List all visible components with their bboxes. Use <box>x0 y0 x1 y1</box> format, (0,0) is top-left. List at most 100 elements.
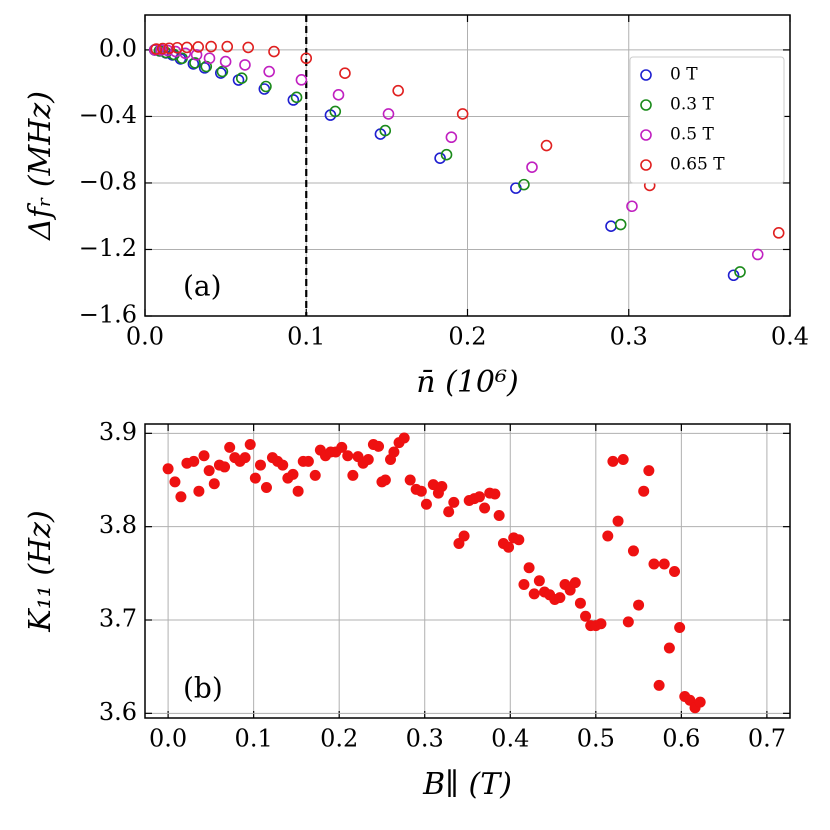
data-point <box>420 498 432 510</box>
data-point <box>302 455 314 467</box>
data-point <box>224 441 236 453</box>
data-point <box>445 131 458 144</box>
data-point <box>339 67 351 80</box>
data-point <box>198 450 210 462</box>
data-point <box>208 478 220 490</box>
data-point <box>342 450 354 462</box>
data-point <box>242 41 254 54</box>
data-point <box>607 455 619 467</box>
data-point <box>518 178 530 191</box>
data-point <box>622 616 634 628</box>
data-point <box>179 47 192 60</box>
data-point <box>260 481 272 493</box>
x-tick-label: 0.4 <box>771 323 809 351</box>
data-point <box>440 148 453 161</box>
data-point <box>235 72 248 84</box>
data-point <box>287 94 300 106</box>
y-tick-label: −0.8 <box>79 167 137 195</box>
data-point <box>643 465 655 477</box>
data-point <box>602 530 614 542</box>
data-point <box>503 541 515 553</box>
y-tick-label: 3.7 <box>99 605 137 633</box>
y-axis-label: K₁₁ (Hz) <box>23 510 58 632</box>
data-point <box>219 55 232 68</box>
x-tick-label: 0.2 <box>320 725 358 753</box>
y-tick-label: 3.8 <box>99 511 137 539</box>
data-point <box>734 266 746 278</box>
data-point <box>580 610 592 622</box>
data-point <box>203 465 215 477</box>
data-point <box>292 485 304 497</box>
data-point <box>162 463 174 475</box>
data-point <box>415 485 427 497</box>
data-point <box>249 472 261 484</box>
y-tick-label: −1.2 <box>79 234 137 262</box>
data-point <box>489 488 501 500</box>
data-point <box>653 679 665 691</box>
data-point <box>244 439 256 451</box>
data-point <box>329 105 342 118</box>
legend-label: 0.65 T <box>670 155 725 175</box>
data-point <box>398 432 410 444</box>
data-point <box>612 515 624 527</box>
legend-label: 0.3 T <box>670 95 714 115</box>
data-point <box>617 453 629 465</box>
data-point <box>388 446 400 458</box>
data-point <box>181 41 193 54</box>
data-point <box>526 161 538 173</box>
data-point <box>404 474 416 486</box>
data-point <box>674 621 686 633</box>
data-point <box>751 248 764 261</box>
legend-marker <box>640 99 652 111</box>
x-tick-label: 0.5 <box>577 725 615 753</box>
plot-frame <box>144 14 791 317</box>
x-tick-label: 0.1 <box>287 323 325 351</box>
data-point <box>203 52 216 65</box>
data-point <box>192 41 205 53</box>
data-point <box>694 696 706 708</box>
legend-marker <box>640 69 652 81</box>
y-axis-label: Δfᵣ (MHz) <box>23 91 58 241</box>
data-point <box>638 485 650 497</box>
data-point <box>727 269 740 282</box>
panel-label: (b) <box>183 672 223 705</box>
x-tick-label: 0.6 <box>662 725 700 753</box>
legend-label: 0.5 T <box>670 125 714 145</box>
y-tick-label: −1.6 <box>79 301 137 329</box>
data-point <box>569 577 581 589</box>
data-point <box>523 562 535 574</box>
x-axis-label: n̄ (10⁶) <box>416 365 518 400</box>
data-point <box>169 476 181 488</box>
data-point <box>205 40 217 53</box>
data-point <box>268 45 280 58</box>
data-point <box>219 461 231 473</box>
data-point <box>627 545 639 557</box>
data-point <box>216 65 229 78</box>
data-point <box>574 597 586 609</box>
data-point <box>193 485 205 497</box>
data-point <box>633 599 645 611</box>
data-point <box>189 57 201 69</box>
data-point <box>188 455 200 467</box>
data-point <box>239 452 251 464</box>
data-point <box>347 469 359 481</box>
data-point <box>295 74 308 86</box>
data-point <box>605 220 617 232</box>
data-point <box>263 65 275 78</box>
x-tick-label: 0.0 <box>126 323 164 351</box>
x-tick-label: 0.4 <box>491 725 529 753</box>
data-point <box>658 558 670 570</box>
data-point <box>239 59 251 71</box>
data-point <box>663 642 675 654</box>
plot-frame <box>144 423 791 719</box>
data-point <box>392 84 404 97</box>
x-tick-label: 0.7 <box>748 725 786 753</box>
data-point <box>648 558 660 570</box>
data-point <box>513 534 525 546</box>
data-point <box>373 440 385 452</box>
data-point <box>190 49 203 61</box>
data-point <box>448 496 460 508</box>
data-point <box>528 588 540 600</box>
data-point <box>533 575 545 587</box>
